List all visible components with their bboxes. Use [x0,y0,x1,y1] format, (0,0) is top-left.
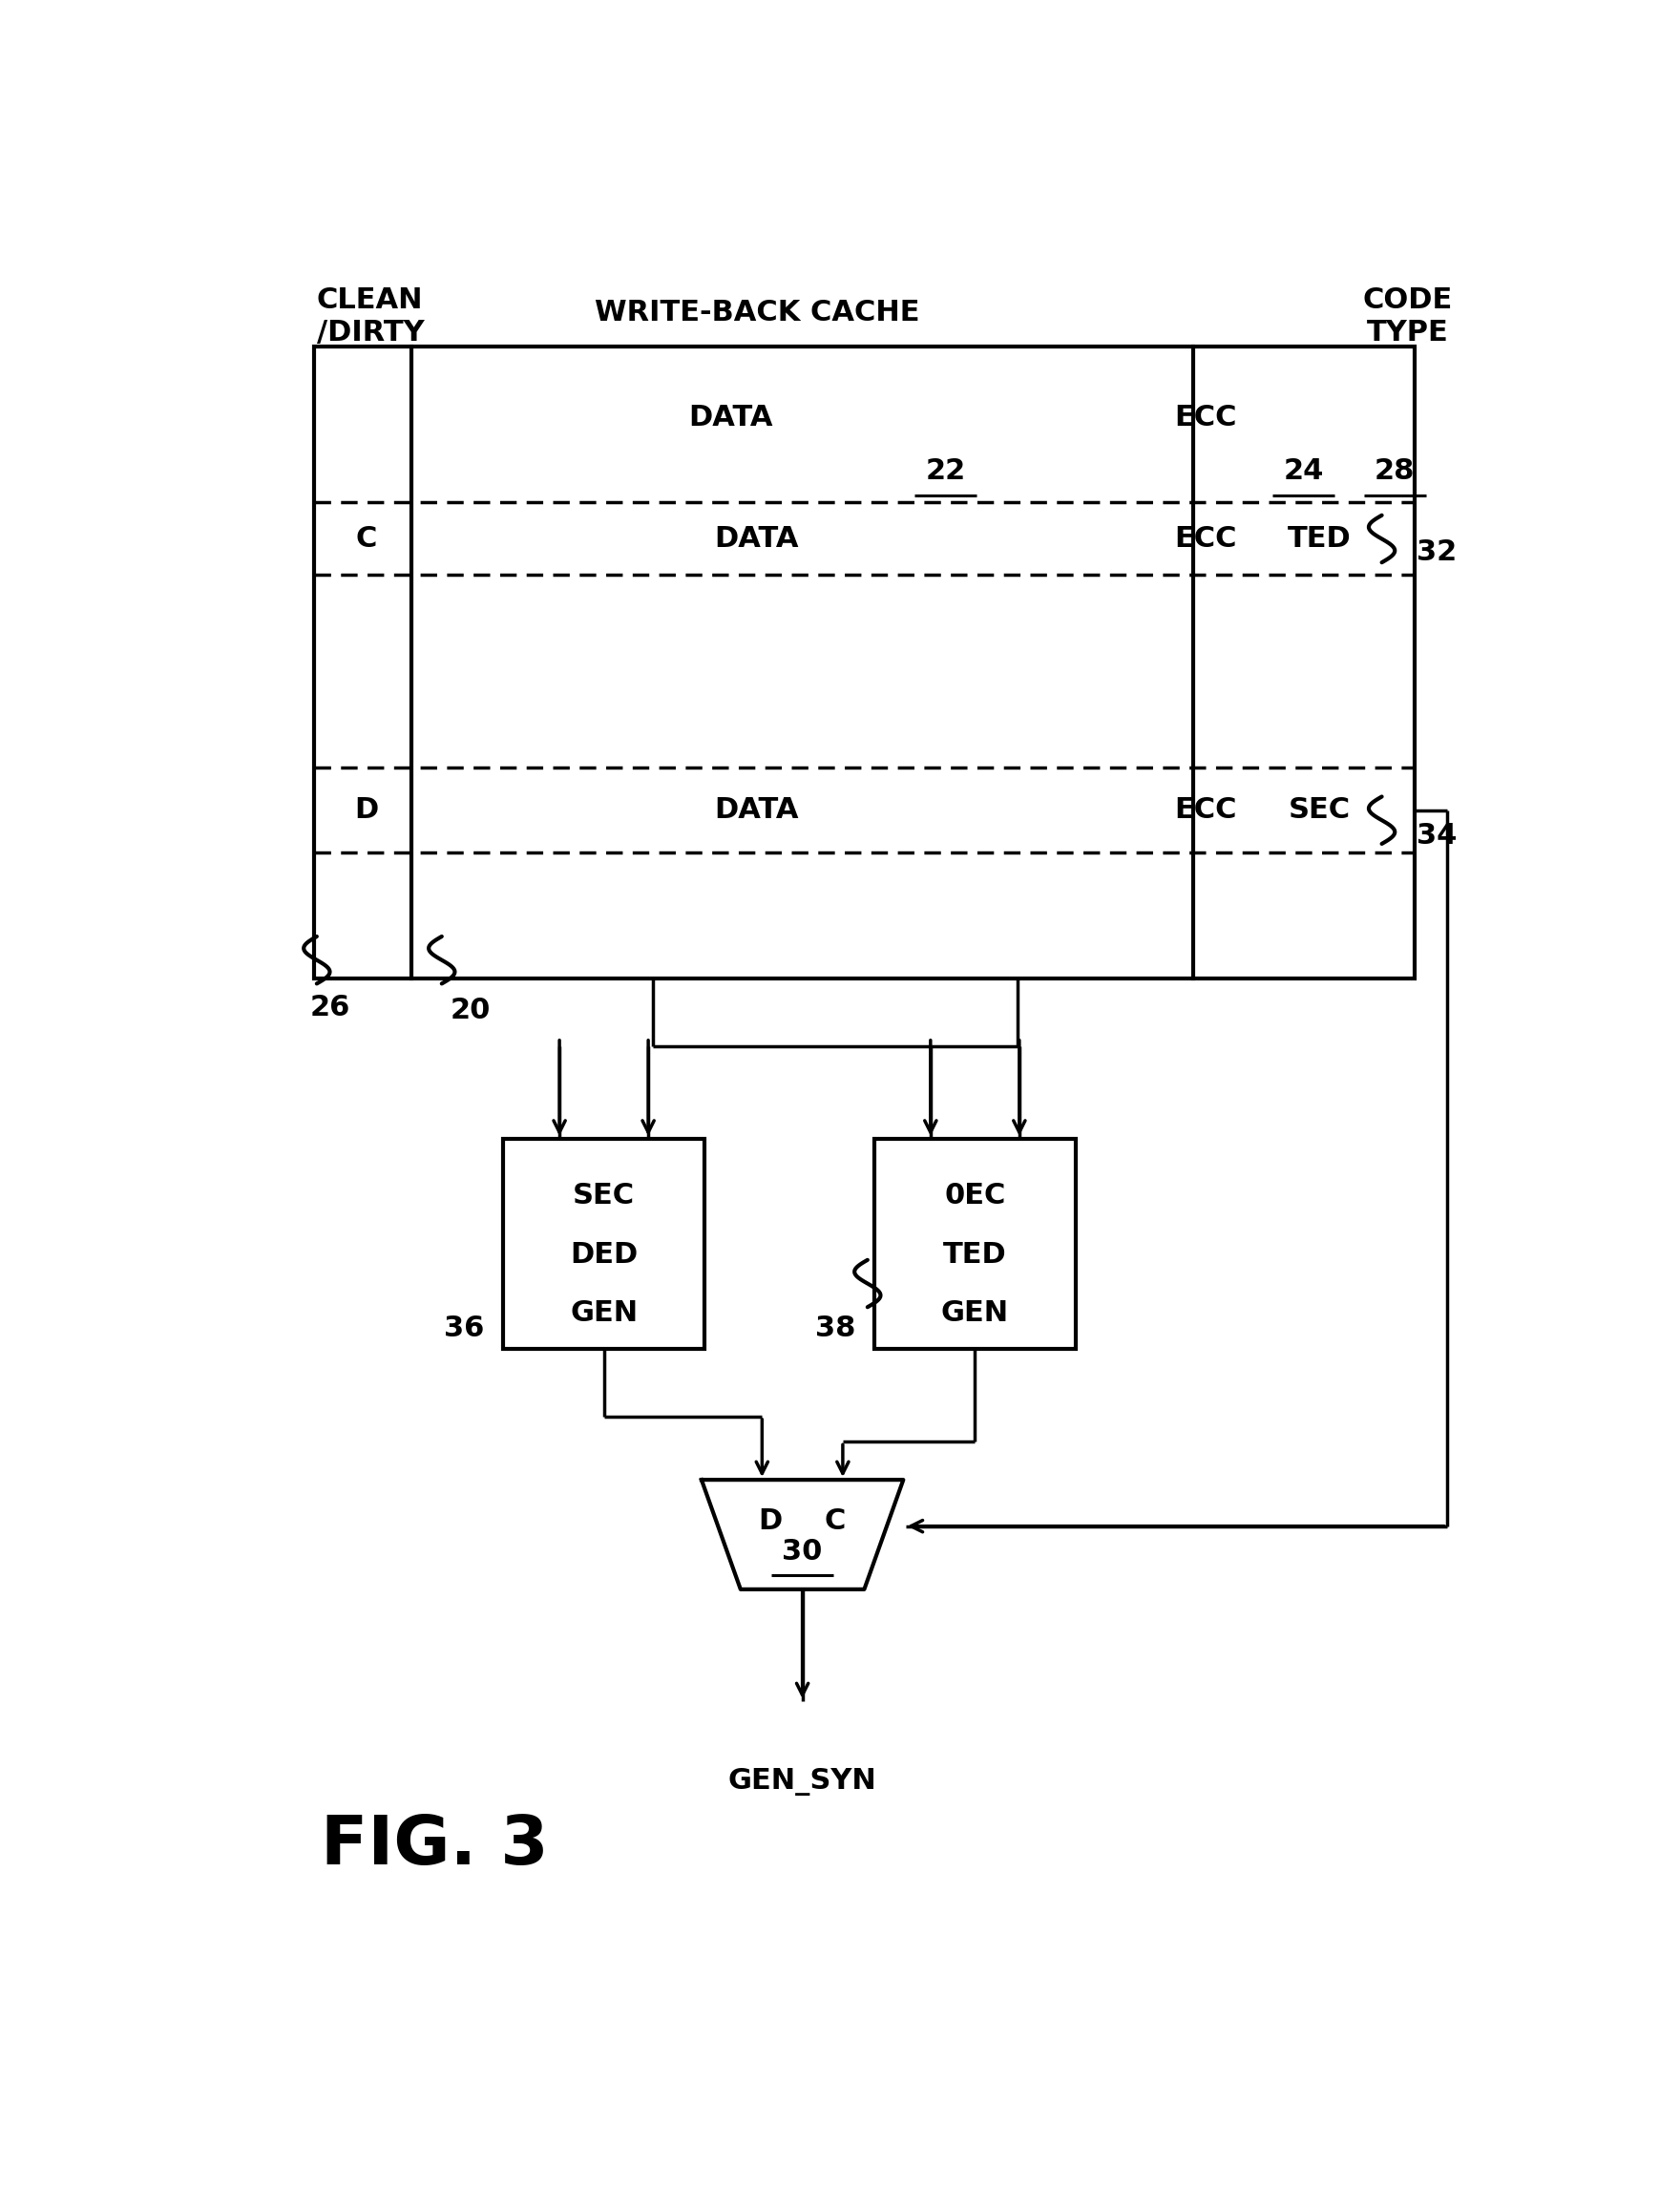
Text: WRITE-BACK CACHE: WRITE-BACK CACHE [595,300,919,326]
Text: FIG. 3: FIG. 3 [321,1814,548,1879]
Text: 20: 20 [450,998,491,1024]
Text: D: D [758,1508,781,1536]
Text: 30: 30 [783,1538,823,1564]
Text: ECC: ECC [1174,796,1236,825]
Text: D: D [354,796,378,825]
Text: CODE
TYPE: CODE TYPE [1362,287,1453,346]
Text: DATA: DATA [714,796,800,825]
Text: 34: 34 [1416,820,1457,849]
Text: TED: TED [942,1241,1006,1269]
Bar [502,1138,706,1350]
Text: CLEAN
/DIRTY: CLEAN /DIRTY [318,287,425,346]
Text: ECC: ECC [1174,525,1236,554]
Text: SEC: SEC [573,1182,635,1210]
Text: C: C [825,1508,845,1536]
Text: 24: 24 [1284,457,1324,486]
Text: DATA: DATA [714,525,800,554]
Text: ECC: ECC [1174,405,1236,431]
Text: 32: 32 [1416,538,1457,567]
Bar [314,346,1415,978]
Text: TED: TED [1287,525,1351,554]
Text: 36: 36 [444,1315,484,1341]
Text: GEN_SYN: GEN_SYN [727,1768,877,1796]
Text: 28: 28 [1374,457,1415,486]
Text: 22: 22 [926,457,966,486]
Text: GEN: GEN [570,1300,638,1328]
Text: GEN: GEN [941,1300,1010,1328]
Text: 38: 38 [815,1315,855,1341]
Text: 26: 26 [309,993,349,1022]
Text: C: C [356,525,376,554]
Text: SEC: SEC [1289,796,1351,825]
Bar [874,1138,1075,1350]
Text: 0EC: 0EC [944,1182,1006,1210]
Text: DED: DED [570,1241,638,1269]
Text: DATA: DATA [689,405,773,431]
